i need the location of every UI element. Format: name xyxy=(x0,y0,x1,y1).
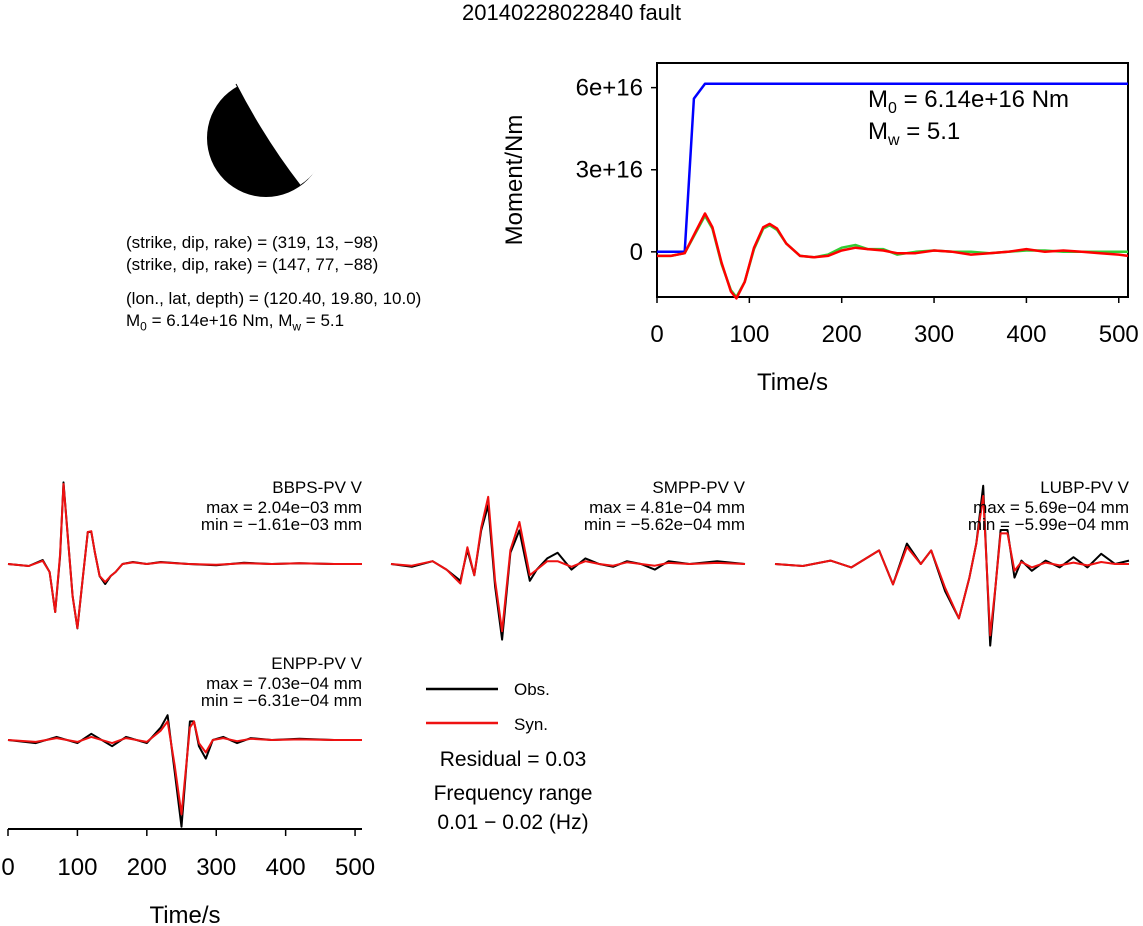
x-tick-label: 200 xyxy=(822,321,862,348)
station-min: min = −1.61e−03 mm xyxy=(201,515,362,534)
x-tick-label: 400 xyxy=(1006,321,1046,348)
station-min: min = −5.99e−04 mm xyxy=(968,515,1129,534)
x-axis-label: Time/s xyxy=(757,369,828,396)
synthetic-trace xyxy=(390,495,746,633)
y-tick-label: 6e+16 xyxy=(576,75,643,102)
station-label: BBPS-PV V xyxy=(272,478,362,497)
plot-frame xyxy=(656,62,1129,298)
legend-obs-label: Obs. xyxy=(514,680,550,699)
residual-text: Residual = 0.03 xyxy=(439,748,587,771)
beachball-icon xyxy=(207,74,328,197)
y-axis-label: Moment/Nm xyxy=(501,115,528,246)
mechanism-moment: M0 = 6.14e+16 Nm, Mw = 5.1 xyxy=(126,311,345,334)
x-tick-label: 0 xyxy=(650,321,663,348)
page-title: 20140228022840 fault xyxy=(462,0,681,25)
station-max: max = 7.03e−04 mm xyxy=(206,674,362,693)
moment-rate-chart: 0 100 200 300 400 500 0 3e+16 6e+16 Time/s Moment/… xyxy=(501,62,1139,396)
y-tick-label: 3e+16 xyxy=(576,157,643,184)
x-tick-label: 400 xyxy=(266,854,306,881)
station-max: max = 5.69e−04 mm xyxy=(973,498,1129,517)
station-max: max = 4.81e−04 mm xyxy=(589,498,745,517)
station-label: LUBP-PV V xyxy=(1040,478,1129,497)
synthetic-trace xyxy=(774,495,1129,637)
x-tick-label: 100 xyxy=(57,854,97,881)
moment-series-line xyxy=(657,212,1129,300)
x-tick-label: 300 xyxy=(196,854,236,881)
x-axis-label: Time/s xyxy=(149,902,220,926)
station-min: min = −5.62e−04 mm xyxy=(584,515,745,534)
frequency-range-value: 0.01 − 0.02 (Hz) xyxy=(437,811,589,834)
x-tick-label: 500 xyxy=(335,854,375,881)
moment-annotation-mw: Mw = 5.1 xyxy=(868,118,961,149)
x-tick-label: 200 xyxy=(127,854,167,881)
x-tick-label: 500 xyxy=(1099,321,1139,348)
x-tick-label: 0 xyxy=(1,854,14,881)
mechanism-plane2: (strike, dip, rake) = (147, 77, −88) xyxy=(126,255,379,274)
mechanism-location: (lon., lat, depth) = (120.40, 19.80, 10.… xyxy=(126,289,422,308)
y-tick-label: 0 xyxy=(630,239,643,266)
station-min: min = −6.31e−04 mm xyxy=(201,691,362,710)
station-label: SMPP-PV V xyxy=(652,478,745,497)
moment-annotation-m0: M0 = 6.14e+16 Nm xyxy=(868,86,1070,117)
synthetic-trace xyxy=(7,720,362,816)
station-max: max = 2.04e−03 mm xyxy=(206,498,362,517)
synthetic-trace xyxy=(7,483,362,629)
mechanism-plane1: (strike, dip, rake) = (319, 13, −98) xyxy=(126,233,379,252)
legend-syn-label: Syn. xyxy=(514,715,549,734)
x-tick-label: 100 xyxy=(729,321,769,348)
moment-series-line xyxy=(657,82,1128,254)
x-tick-label: 300 xyxy=(914,321,954,348)
station-label: ENPP-PV V xyxy=(271,654,362,673)
frequency-range-label: Frequency range xyxy=(433,782,593,805)
